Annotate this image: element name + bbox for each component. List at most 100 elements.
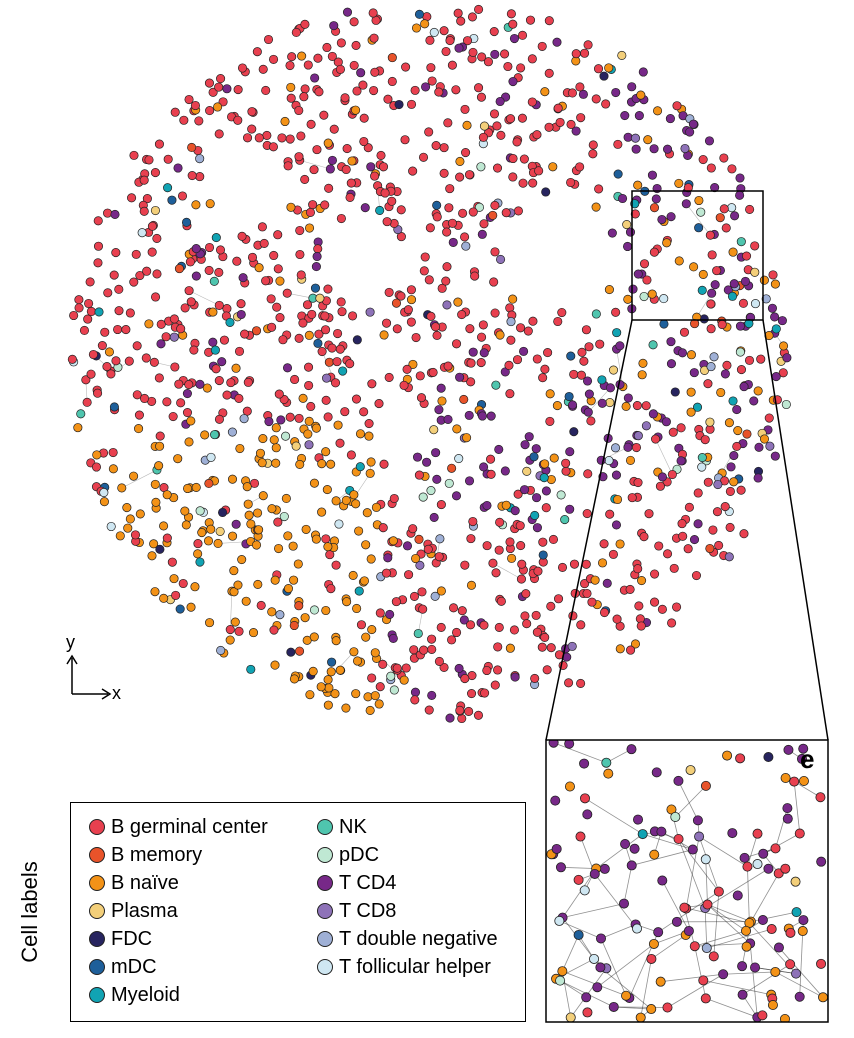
cell-node [504,360,514,370]
cell-node [263,34,274,45]
cell-node [429,425,439,435]
cell-node [744,355,755,365]
cell-node [513,206,523,216]
graph-edge [559,920,602,939]
cell-node [314,329,324,339]
cell-node [330,689,340,699]
cell-node [583,40,593,50]
cell-node [789,776,800,787]
cell-node [352,603,362,614]
cell-node [457,606,467,616]
legend-label: B germinal center [111,815,268,838]
cell-node [667,469,677,480]
cell-node [367,379,377,389]
cell-node [162,533,172,543]
cell-node [722,360,732,370]
cell-node [404,570,414,580]
cell-node [679,327,690,337]
cell-node [411,553,421,564]
graph-edge [600,938,627,996]
cell-node [312,251,322,262]
cell-node [539,473,549,483]
cell-node [721,223,731,233]
cell-node [167,557,177,567]
cell-node [191,200,201,210]
cell-node [454,453,464,464]
cell-node [267,504,277,514]
cell-node [693,488,703,498]
legend-item: Myeloid [89,983,268,1007]
cell-node [232,256,242,266]
cell-node [508,294,518,304]
cell-node [509,33,519,44]
cell-node [717,319,727,330]
cell-node [280,116,290,127]
cell-node [729,451,739,461]
cell-node [391,597,401,607]
cell-node [230,617,240,627]
cell-node [67,354,77,364]
cell-node [154,139,164,149]
cell-node [492,163,503,173]
cell-node [170,362,180,372]
cell-node [452,424,462,434]
cell-node [612,328,622,338]
cell-node [214,300,224,310]
cell-node [183,483,193,494]
cell-node [544,16,554,26]
cell-node [611,520,622,530]
cell-node [770,312,780,322]
graph-edge [561,934,579,972]
cell-node [447,635,457,645]
cell-node [231,519,241,529]
legend-swatch [89,987,105,1003]
cell-node [214,376,224,386]
cell-node [294,105,304,116]
cell-node [278,335,288,345]
cell-node [681,199,691,209]
cell-node [177,191,188,201]
cell-node [618,193,628,204]
cell-node [283,531,293,541]
cell-node [310,73,320,83]
cell-node [583,407,593,417]
cell-node [495,517,505,527]
cell-node [127,193,137,203]
cell-node [638,358,648,368]
cell-node [257,222,267,232]
cell-node [576,113,586,123]
cell-node [335,665,345,675]
cell-node [602,578,612,588]
cell-node [480,688,490,698]
cell-node [729,279,739,289]
cell-node [700,993,711,1004]
cell-node [253,508,263,518]
cell-node [798,775,809,786]
cell-node [683,544,693,554]
cell-node [301,524,311,534]
cell-node [506,317,516,327]
cell-node [313,338,323,348]
cell-node [418,604,428,614]
graph-edge [229,591,233,630]
cell-node [286,93,296,103]
zoom-inset-frame [545,739,829,1023]
graph-edge [793,781,821,798]
cell-node [401,62,411,72]
cell-node [354,586,364,596]
cell-node [257,458,267,468]
inset-graph-nodes [546,740,828,1022]
cell-node [579,758,590,769]
cell-node [155,544,165,554]
graph-edge [562,903,625,919]
cell-node [295,225,305,236]
cell-node [750,267,760,277]
cell-node [206,524,216,534]
cell-node [195,506,205,516]
cell-node [375,608,385,618]
cell-node [623,241,633,252]
cell-node [532,493,542,503]
cell-node [410,85,420,95]
cell-node [84,298,94,309]
cell-node [336,297,346,307]
